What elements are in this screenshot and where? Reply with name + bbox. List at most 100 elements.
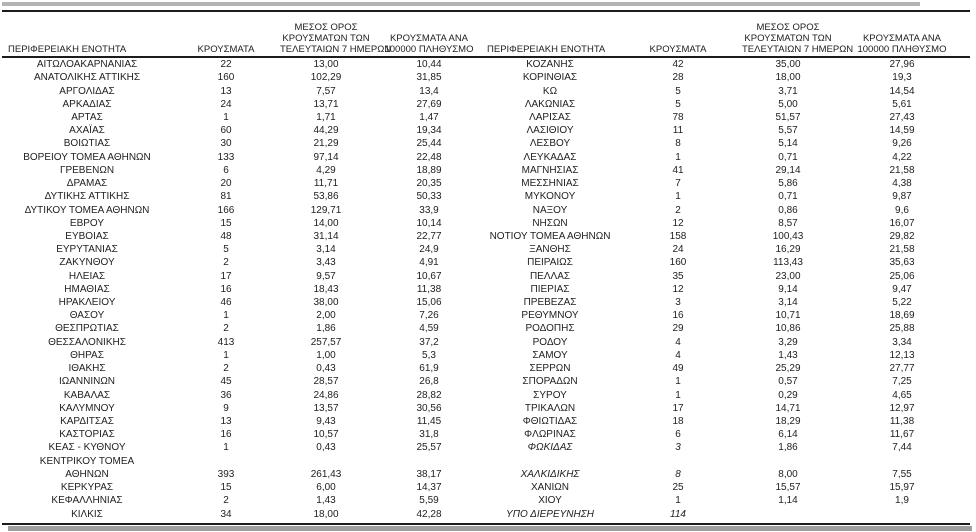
table-row: ΛΕΣΒΟΥ 8 5,14 9,26: [486, 137, 970, 150]
avg7-cell: 15,57: [775, 482, 801, 494]
table-row: ΞΑΝΘΗΣ 24 16,29 21,58: [486, 243, 970, 256]
region-cell: ΠΕΛΛΑΣ: [529, 270, 571, 282]
cases-cell: 7: [675, 178, 681, 190]
cases-cell: 2: [675, 204, 681, 216]
table-row: ΘΕΣΣΑΛΟΝΙΚΗΣ 413 257,57 37,2: [2, 336, 486, 349]
region-cell: ΚΕΑΣ - ΚΥΘΝΟΥ: [48, 442, 126, 454]
region-cell: ΒΟΡΕΙΟΥ ΤΟΜΕΑ ΑΘΗΝΩΝ: [23, 151, 151, 163]
region-cell: ΚΑΛΥΜΝΟΥ: [59, 402, 115, 414]
per100k-cell: 27,43: [889, 111, 915, 123]
avg7-cell: 1,86: [316, 323, 336, 335]
per100k-cell: 9,47: [892, 283, 912, 295]
region-cell: ΥΠΟ ΔΙΕΡΕΥΝΗΣΗ: [506, 508, 594, 520]
region-cell: ΑΝΑΤΟΛΙΚΗΣ ΑΤΤΙΚΗΣ: [33, 72, 141, 84]
table-row: ΚΕΝΤΡΙΚΟΥ ΤΟΜΕΑ: [2, 455, 486, 468]
avg7-cell: 14,71: [775, 402, 801, 414]
region-cell: ΞΑΝΘΗΣ: [529, 244, 571, 256]
avg7-cell: 3,71: [778, 85, 798, 97]
per100k-cell: 28,82: [416, 389, 442, 401]
header-region-left: ΠΕΡΙΦΕΡΕΙΑΚΗ ΕΝΟΤΗΤΑ: [8, 44, 127, 55]
table-row: ΙΩΑΝΝΙΝΩΝ 45 28,57 26,8: [2, 375, 486, 388]
region-cell: ΛΕΥΚΑΔΑΣ: [523, 151, 577, 163]
avg7-cell: 1,71: [316, 111, 336, 123]
avg7-cell: 9,14: [778, 283, 798, 295]
table-row: ΑΡΤΑΣ 1 1,71 1,47: [2, 111, 486, 124]
table-row: ΑΙΤΩΛΟΑΚΑΡΝΑΝΙΑΣ 22 13,00 10,44: [2, 58, 486, 71]
header-region-right: ΠΕΡΙΦΕΡΕΙΑΚΗ ΕΝΟΤΗΤΑ: [487, 44, 606, 55]
cases-cell: 114: [670, 508, 686, 520]
table-bottom-rule: [2, 523, 970, 526]
cases-cell: 45: [220, 376, 232, 388]
cases-cell: 6: [223, 164, 229, 176]
avg7-cell: 21,29: [313, 138, 339, 150]
avg7-cell: 35,00: [775, 59, 801, 71]
avg7-cell: 28,57: [313, 376, 339, 388]
avg7-cell: 3,14: [778, 297, 798, 309]
avg7-cell: 51,57: [775, 111, 801, 123]
avg7-cell: 23,00: [775, 270, 801, 282]
table-row: ΝΟΤΙΟΥ ΤΟΜΕΑ ΑΘΗΝΩΝ 158 100,43 29,82: [486, 230, 970, 243]
avg7-cell: 0,86: [778, 204, 798, 216]
cases-cell: 49: [672, 363, 684, 375]
table-row: ΚΑΡΔΙΤΣΑΣ 13 9,43 11,45: [2, 415, 486, 428]
avg7-cell: 44,29: [313, 125, 339, 137]
avg7-cell: 1,00: [316, 349, 336, 361]
region-cell: ΛΑΣΙΘΙΟΥ: [526, 125, 574, 137]
cases-cell: 6: [675, 429, 681, 441]
per100k-cell: 5,59: [419, 495, 439, 507]
per100k-cell: 7,44: [892, 442, 912, 454]
avg7-cell: 9,43: [316, 416, 336, 428]
per100k-cell: 11,45: [416, 416, 442, 428]
cases-cell: 2: [223, 257, 229, 269]
cases-cell: 1: [223, 442, 229, 454]
avg7-cell: 5,86: [778, 178, 798, 190]
per100k-cell: 1,9: [895, 495, 909, 507]
cases-cell: 5: [223, 244, 229, 256]
table-row: ΦΩΚΙΔΑΣ 3 1,86 7,44: [486, 441, 970, 454]
region-cell: ΜΥΚΟΝΟΥ: [524, 191, 576, 203]
per100k-cell: 11,38: [889, 416, 915, 428]
table-row: ΠΙΕΡΙΑΣ 12 9,14 9,47: [486, 283, 970, 296]
avg7-cell: 10,71: [775, 310, 801, 322]
cases-cell: 35: [672, 270, 684, 282]
region-cell: ΑΡΓΟΛΙΔΑΣ: [59, 85, 115, 97]
table-row: ΝΑΞΟΥ 2 0,86 9,6: [486, 203, 970, 216]
per100k-cell: 21,58: [889, 244, 915, 256]
avg7-cell: 9,57: [316, 270, 336, 282]
region-cell: ΧΑΛΚΙΔΙΚΗΣ: [520, 468, 580, 480]
per100k-cell: 15,06: [416, 297, 442, 309]
table-row: ΑΡΓΟΛΙΔΑΣ 13 7,57 13,4: [2, 84, 486, 97]
avg7-cell: 3,14: [316, 244, 336, 256]
per100k-cell: 7,55: [892, 468, 912, 480]
cases-cell: 24: [672, 244, 684, 256]
table-row: ΚΑΒΑΛΑΣ 36 24,86 28,82: [2, 388, 486, 401]
table-row: ΙΘΑΚΗΣ 2 0,43 61,9: [2, 362, 486, 375]
avg7-cell: 0,57: [778, 376, 798, 388]
per100k-cell: 25,57: [416, 442, 442, 454]
table-row: ΧΑΝΙΩΝ 25 15,57 15,97: [486, 481, 970, 494]
per100k-cell: 9,87: [892, 191, 912, 203]
cases-cell: 1: [675, 495, 681, 507]
per100k-cell: 27,69: [416, 98, 442, 110]
per100k-cell: 25,06: [889, 270, 915, 282]
per100k-cell: 3,34: [892, 336, 912, 348]
cases-cell: 2: [223, 495, 229, 507]
cases-cell: 22: [220, 59, 232, 71]
avg7-cell: 13,71: [313, 98, 339, 110]
avg7-cell: 14,00: [313, 217, 339, 229]
per100k-cell: 4,91: [419, 257, 439, 269]
region-cell: ΘΗΡΑΣ: [70, 349, 104, 361]
avg7-cell: 16,29: [775, 244, 801, 256]
region-cell: ΛΑΡΙΣΑΣ: [529, 111, 571, 123]
table-row: ΚΟΡΙΝΘΙΑΣ 28 18,00 19,3: [486, 71, 970, 84]
table-row: ΚΟΖΑΝΗΣ 42 35,00 27,96: [486, 58, 970, 71]
avg7-cell: 2,00: [316, 310, 336, 322]
region-cell: ΛΕΣΒΟΥ: [529, 138, 571, 150]
region-cell: ΚΩ: [542, 85, 558, 97]
table-row: ΑΡΚΑΔΙΑΣ 24 13,71 27,69: [2, 98, 486, 111]
region-cell: ΜΕΣΣΗΝΙΑΣ: [521, 178, 579, 190]
cases-cell: 3: [675, 442, 681, 454]
region-cell: ΘΕΣΠΡΩΤΙΑΣ: [55, 323, 119, 335]
cases-cell: 17: [672, 402, 684, 414]
per100k-cell: 24,9: [419, 244, 439, 256]
